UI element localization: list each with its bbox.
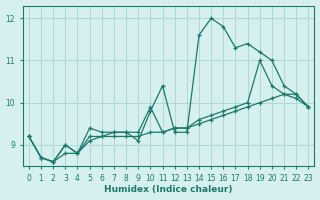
X-axis label: Humidex (Indice chaleur): Humidex (Indice chaleur) [104,185,233,194]
